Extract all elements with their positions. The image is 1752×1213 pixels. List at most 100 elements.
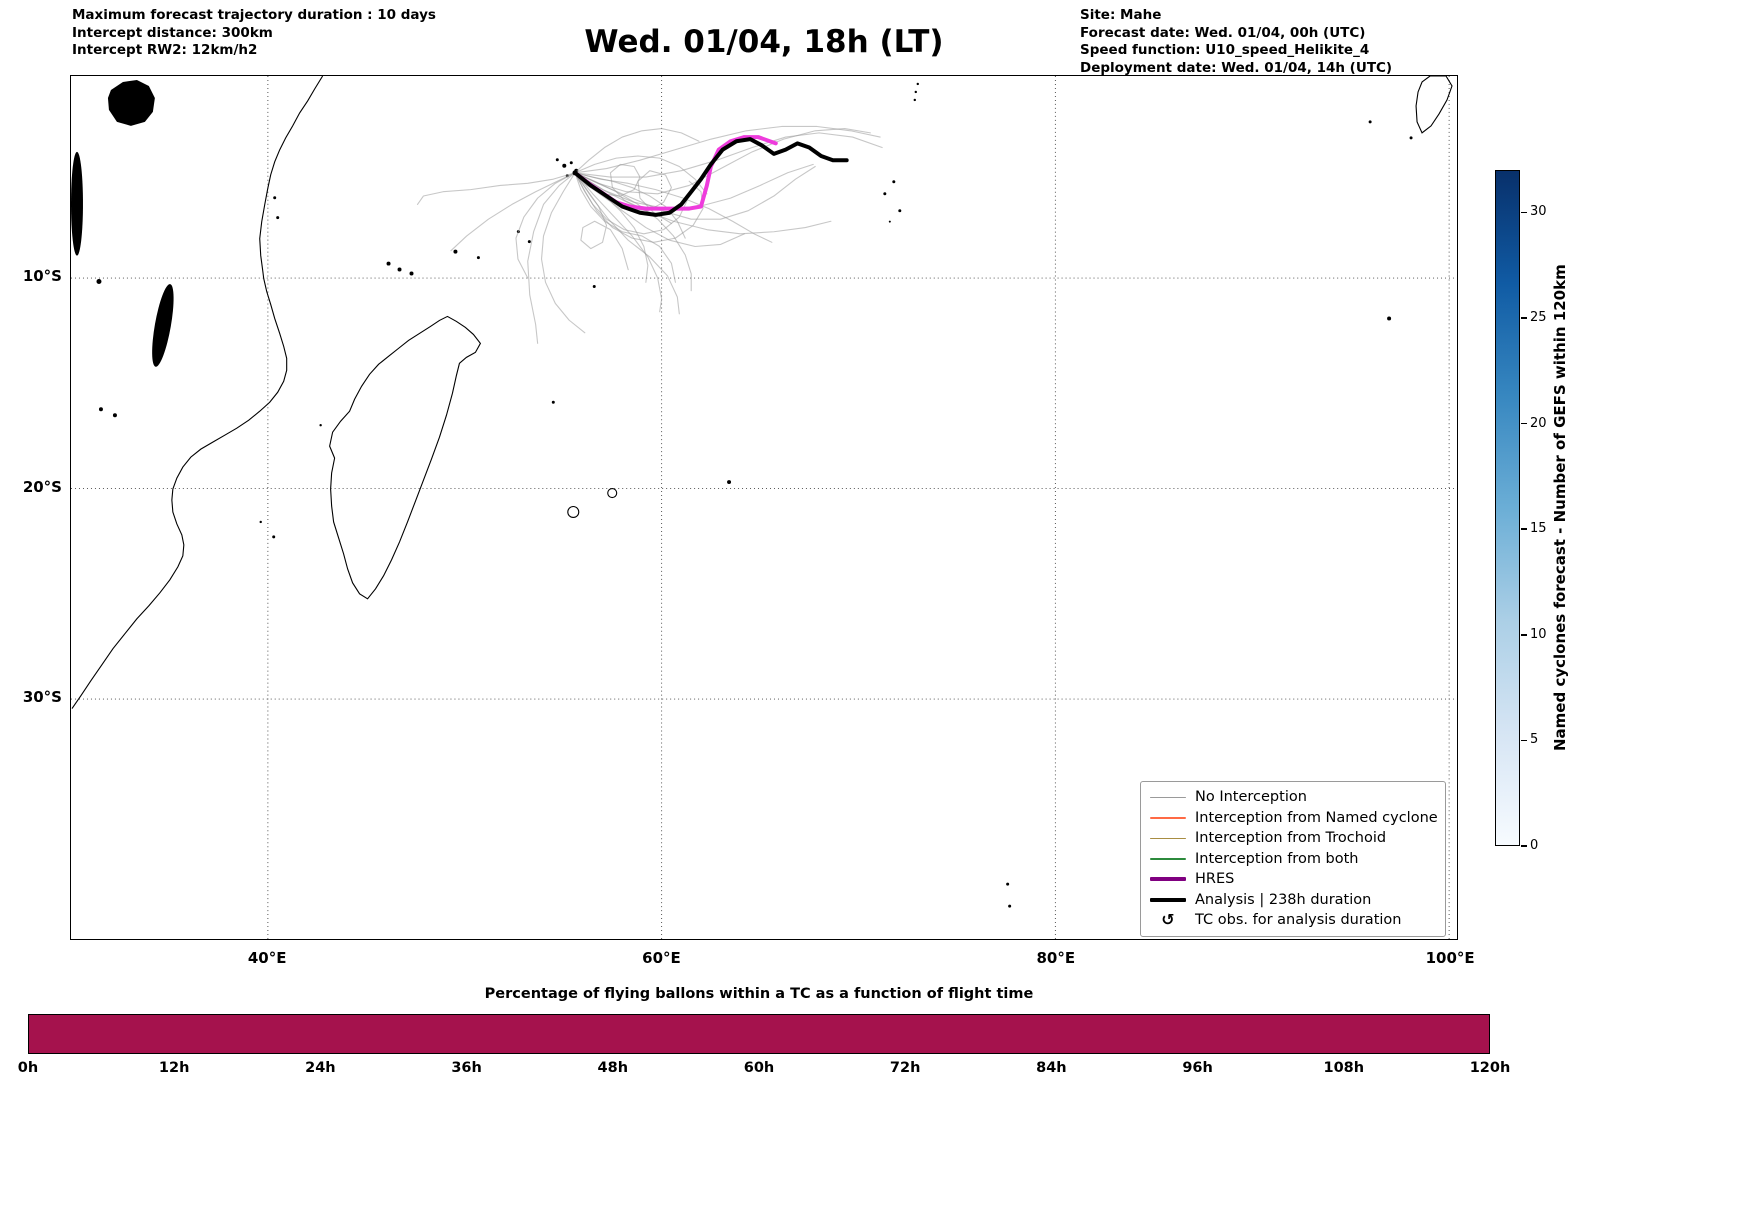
flight-time-tick-label: 12h — [158, 1060, 190, 1076]
lake-victoria — [107, 79, 155, 126]
colorbar-tick — [1521, 528, 1527, 530]
flight-time-tick-label: 48h — [597, 1060, 629, 1076]
lon-tick-label: 60°E — [642, 949, 681, 967]
intercept-distance-text: Intercept distance: 300km — [72, 24, 273, 41]
colorbar-tick-label: 20 — [1530, 415, 1547, 431]
legend-line-sample — [1150, 796, 1186, 798]
madagascar-coastline — [329, 315, 482, 600]
africa-coastline — [71, 76, 324, 709]
legend-label: Interception from Trochoid — [1195, 830, 1387, 847]
legend-line-sample — [1150, 877, 1186, 882]
legend-line — [1150, 817, 1186, 819]
flight-time-tick-label: 84h — [1036, 1060, 1067, 1076]
gefs-track — [574, 125, 881, 174]
deployment-date-text: Deployment date: Wed. 01/04, 14h (UTC) — [1080, 59, 1393, 76]
legend-label: Interception from both — [1195, 850, 1359, 867]
gefs-track — [574, 172, 680, 315]
gefs-track — [416, 172, 576, 205]
lon-tick-label: 80°E — [1036, 949, 1076, 967]
gefs-track — [574, 155, 708, 195]
colorbar-tick — [1521, 317, 1527, 319]
island-dot — [273, 196, 277, 200]
island-dot — [96, 279, 102, 285]
legend-label: No Interception — [1195, 789, 1307, 806]
flight-time-tick-label: 36h — [451, 1060, 482, 1076]
flight-percentage-bar — [29, 1015, 1489, 1053]
legend-item: Interception from Trochoid — [1150, 828, 1436, 849]
forecast-date-text: Forecast date: Wed. 01/04, 00h (UTC) — [1080, 24, 1366, 41]
island-dot — [892, 180, 896, 184]
island-dot — [453, 249, 458, 254]
colorbar-tick — [1521, 211, 1527, 213]
colorbar-label: Named cyclones forecast - Number of GEFS… — [1551, 264, 1569, 752]
gefs-track — [450, 172, 576, 252]
flight-chart-axis — [28, 1014, 1490, 1054]
colorbar-tick — [1521, 422, 1527, 425]
island-dot — [409, 271, 414, 276]
legend-label: Analysis | 238h duration — [1195, 891, 1372, 908]
island-dot — [592, 285, 596, 289]
flight-chart-title: Percentage of flying ballons within a TC… — [484, 986, 1034, 1002]
site-text: Site: Mahe — [1080, 7, 1162, 23]
island-dot — [914, 90, 917, 94]
legend-label: HRES — [1195, 871, 1235, 888]
legend-item: Analysis | 238h duration — [1150, 890, 1436, 911]
island-dot — [562, 163, 567, 168]
gefs-track — [574, 132, 883, 178]
colorbar-tick — [1521, 739, 1527, 742]
gefs-track — [540, 172, 586, 334]
lake-tanganyika — [71, 151, 83, 256]
flight-time-tick-label: 96h — [1182, 1060, 1213, 1076]
legend-item: No Interception — [1150, 787, 1436, 808]
gefs-track — [574, 172, 686, 239]
island-dot — [551, 400, 555, 404]
island-dot — [898, 209, 902, 213]
colorbar-tick — [1521, 634, 1527, 636]
gefs-track — [574, 128, 871, 195]
island-dot — [1387, 316, 1392, 321]
colorbar-gradient — [1496, 171, 1519, 845]
gefs-track — [574, 165, 816, 220]
map-canvas — [71, 76, 1457, 939]
lat-tick-label: 30°S — [22, 688, 62, 707]
island-dot — [555, 158, 559, 162]
flight-time-tick-label: 108h — [1323, 1060, 1365, 1076]
gefs-track — [574, 172, 663, 313]
lon-tick-label: 100°E — [1425, 949, 1475, 967]
lat-tick-label: 20°S — [22, 477, 62, 496]
island-dot — [1006, 882, 1010, 886]
gefs-track — [527, 172, 576, 344]
island-dot — [112, 413, 117, 418]
legend-line — [1150, 858, 1186, 860]
island-dot — [98, 407, 103, 412]
island-dot — [259, 520, 262, 524]
mauritius-island — [607, 487, 618, 499]
island-dot — [1409, 136, 1413, 140]
speed-function-text: Speed function: U10_speed_Helikite_4 — [1080, 42, 1370, 58]
colorbar-tick-label: 15 — [1530, 521, 1547, 537]
flight-time-tick-label: 60h — [743, 1060, 775, 1076]
legend-label: TC obs. for analysis duration — [1195, 912, 1402, 929]
gefs-track — [574, 172, 676, 283]
legend-item: ↺ TC obs. for analysis duration — [1150, 910, 1436, 931]
island-dot — [319, 423, 322, 427]
island-dot — [913, 98, 916, 102]
colorbar — [1495, 170, 1520, 846]
site-info-block: Site: Mahe Forecast date: Wed. 01/04, 00… — [1080, 7, 1392, 77]
colorbar-tick-label: 25 — [1530, 309, 1547, 325]
run-parameters-block: Maximum forecast trajectory duration : 1… — [72, 7, 436, 60]
colorbar-tick-label: 0 — [1530, 838, 1539, 853]
reunion-island — [567, 505, 580, 519]
island-dot — [916, 82, 919, 86]
rotate-ccw-icon: ↺ — [1161, 910, 1175, 930]
flight-time-tick-label: 0h — [17, 1060, 39, 1076]
colorbar-tick-label: 5 — [1530, 732, 1539, 748]
coastline-layer — [71, 76, 1453, 908]
legend-line-sample — [1150, 837, 1186, 839]
legend-line-sample — [1150, 817, 1186, 819]
gefs-track — [574, 172, 832, 235]
gefs-track — [574, 128, 700, 174]
legend-item: Interception from Named cyclone — [1150, 808, 1438, 829]
island-dot — [397, 267, 402, 272]
